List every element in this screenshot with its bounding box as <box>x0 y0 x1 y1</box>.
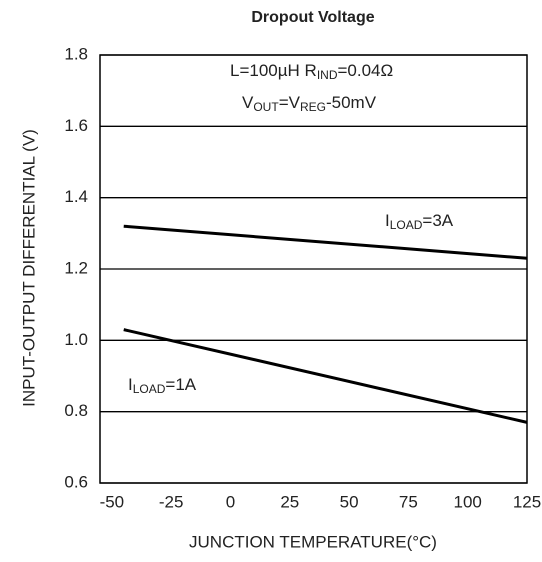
text-part: =V <box>279 93 301 112</box>
data-line <box>123 224 528 260</box>
series-label: ILOAD=3A <box>385 211 454 232</box>
text-part: L=100µH R <box>230 61 317 80</box>
y-tick-label: 0.6 <box>64 472 88 491</box>
y-tick-label: 1.4 <box>64 187 88 206</box>
text-part: IND <box>317 68 338 82</box>
x-tick-label: -50 <box>100 492 125 511</box>
chart-title: Dropout Voltage <box>251 9 374 26</box>
y-tick-label: 1.2 <box>64 258 88 277</box>
x-tick-label: 50 <box>340 492 359 511</box>
series-label: ILOAD=1A <box>128 375 197 396</box>
x-tick-label: 100 <box>454 492 482 511</box>
annotation: L=100µH RIND=0.04Ω <box>230 61 393 82</box>
data-line <box>123 328 528 424</box>
y-tick-label: 1.0 <box>64 330 88 349</box>
text-part: REG <box>300 100 326 114</box>
text-part: V <box>242 93 254 112</box>
text-part: -50mV <box>326 93 377 112</box>
text-part: OUT <box>253 100 279 114</box>
y-tick-label: 1.6 <box>64 116 88 135</box>
x-tick-label: 0 <box>226 492 235 511</box>
x-tick-label: 125 <box>513 492 541 511</box>
annotation: VOUT=VREG-50mV <box>242 93 377 114</box>
text-part: LOAD <box>390 218 423 232</box>
y-tick-label: 0.8 <box>64 401 88 420</box>
text-part: =1A <box>165 375 196 394</box>
x-tick-label: 75 <box>399 492 418 511</box>
x-tick-label: 25 <box>280 492 299 511</box>
text-part: I <box>128 375 133 394</box>
text-part: LOAD <box>133 382 166 396</box>
x-axis-label: JUNCTION TEMPERATURE(°C) <box>189 532 437 551</box>
text-part: =3A <box>422 211 453 230</box>
y-axis-label: INPUT-OUTPUT DIFFERENTIAL (V) <box>19 129 38 407</box>
x-tick-label: -25 <box>159 492 184 511</box>
text-part: I <box>385 211 390 230</box>
y-tick-label: 1.8 <box>64 44 88 63</box>
plot-frame <box>99 54 528 484</box>
text-part: =0.04Ω <box>338 61 394 80</box>
